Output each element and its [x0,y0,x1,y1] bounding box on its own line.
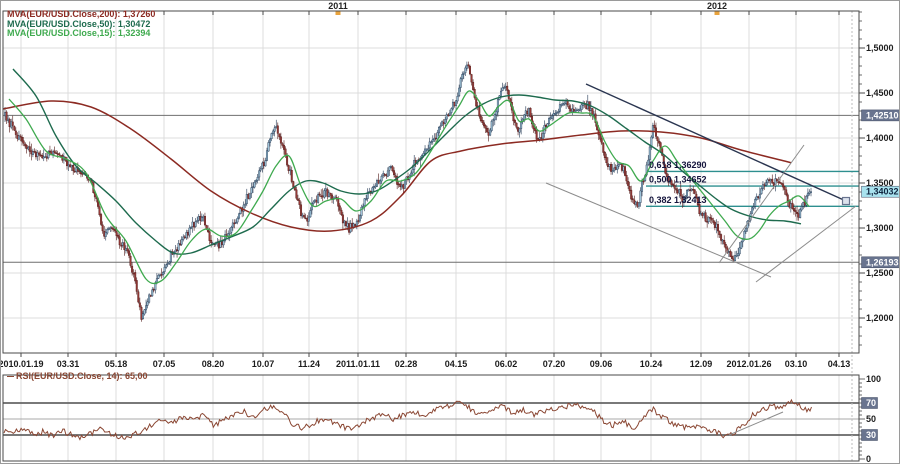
legend-ma15: MVA(EUR/USD.Close,15): 1,32394 [7,28,151,38]
svg-text:10.24: 10.24 [640,359,663,369]
price-gridlines [3,47,859,319]
price-axis-highlight-label: 1,42510 [861,109,899,122]
svg-text:08.20: 08.20 [202,359,225,369]
legend-rsi-text: RSI(EUR/USD.Close, 14): 65,00 [16,371,148,381]
svg-text:1,4500: 1,4500 [866,88,894,98]
svg-text:30: 30 [866,430,876,440]
svg-text:1,42510: 1,42510 [866,110,899,120]
svg-text:1,3000: 1,3000 [866,223,894,233]
svg-text:11.24: 11.24 [298,359,320,369]
svg-text:09.06: 09.06 [590,359,613,369]
ma15-line [8,90,810,285]
svg-text:0,382 1,32413: 0,382 1,32413 [649,195,707,205]
svg-text:1,2000: 1,2000 [866,313,894,323]
svg-text:12.09: 12.09 [690,359,713,369]
legend-ma50: MVA(EUR/USD.Close,50): 1,30472 [7,18,151,29]
svg-text:2011: 2011 [328,1,348,11]
price-trendlines[interactable] [545,83,857,283]
svg-text:07.05: 07.05 [153,359,176,369]
price-legend: MVA(EUR/USD.Close,200): 1,37260 MVA(EUR/… [7,9,156,39]
svg-text:2012.01.26: 2012.01.26 [726,359,771,369]
rsi-level-lines [3,402,859,436]
svg-text:02.28: 02.28 [395,359,418,369]
year-axis: 2011 2012 [20,1,840,15]
candles [4,61,812,322]
svg-text:04.15: 04.15 [445,359,468,369]
legend-ma200: MVA(EUR/USD.Close,200): 1,37260 [7,9,156,19]
rsi-legend-dash-icon [7,376,14,378]
svg-text:04.13: 04.13 [828,359,851,369]
ma50-line [12,68,802,255]
vertical-gridlines [20,11,840,461]
price-axis-highlight-label: 1,26193 [861,256,899,269]
rsi-trendlines[interactable] [728,411,784,436]
ma200-line [3,100,792,232]
svg-text:0,500 1,34652: 0,500 1,34652 [649,175,707,185]
svg-text:2012: 2012 [707,1,727,11]
svg-text:0: 0 [866,454,871,464]
trendline-handle[interactable] [841,196,851,206]
fib-labels: 0,618 1,36290 0,500 1,34652 0,382 1,32413 [649,160,707,205]
svg-text:100: 100 [866,374,881,384]
rsi-line [3,398,812,441]
svg-text:70: 70 [866,398,876,408]
svg-text:0,618 1,36290: 0,618 1,36290 [649,160,707,170]
svg-text:2010.01.19: 2010.01.19 [1,359,44,369]
support-resistance-lines[interactable] [3,114,859,263]
fib-retracement[interactable] [646,170,859,208]
svg-text:50: 50 [866,414,876,424]
price-axis-highlight-label: 1,34032 [861,185,899,198]
svg-text:2011.01.11: 2011.01.11 [336,359,380,369]
svg-text:10.07: 10.07 [252,359,275,369]
svg-text:1,26193: 1,26193 [866,257,899,267]
price-axis: 1,5000 1,4500 1,4000 1,3500 1,3000 1,2500 1,20… [859,11,899,346]
svg-text:1,5000: 1,5000 [866,43,894,53]
date-axis: 2010.01.19 03.31 05.18 07.05 08.20 10.07 11.24… [1,353,850,369]
svg-text:06.02: 06.02 [495,359,518,369]
svg-text:1,34032: 1,34032 [866,187,899,197]
year-marker-icon [714,11,720,15]
rsi-axis: 100 70 50 30 0 [859,374,881,464]
svg-text:1,2500: 1,2500 [866,268,894,278]
svg-text:05.18: 05.18 [105,359,128,369]
svg-text:03.31: 03.31 [57,359,80,369]
year-marker-icon [335,11,341,15]
svg-text:03.10: 03.10 [785,359,808,369]
svg-text:1,3500: 1,3500 [866,178,894,188]
panel-borders [2,10,860,462]
rsi-legend: RSI(EUR/USD.Close, 14): 65,00 [7,371,148,382]
svg-text:07.20: 07.20 [543,359,566,369]
svg-text:1,4000: 1,4000 [866,133,894,143]
